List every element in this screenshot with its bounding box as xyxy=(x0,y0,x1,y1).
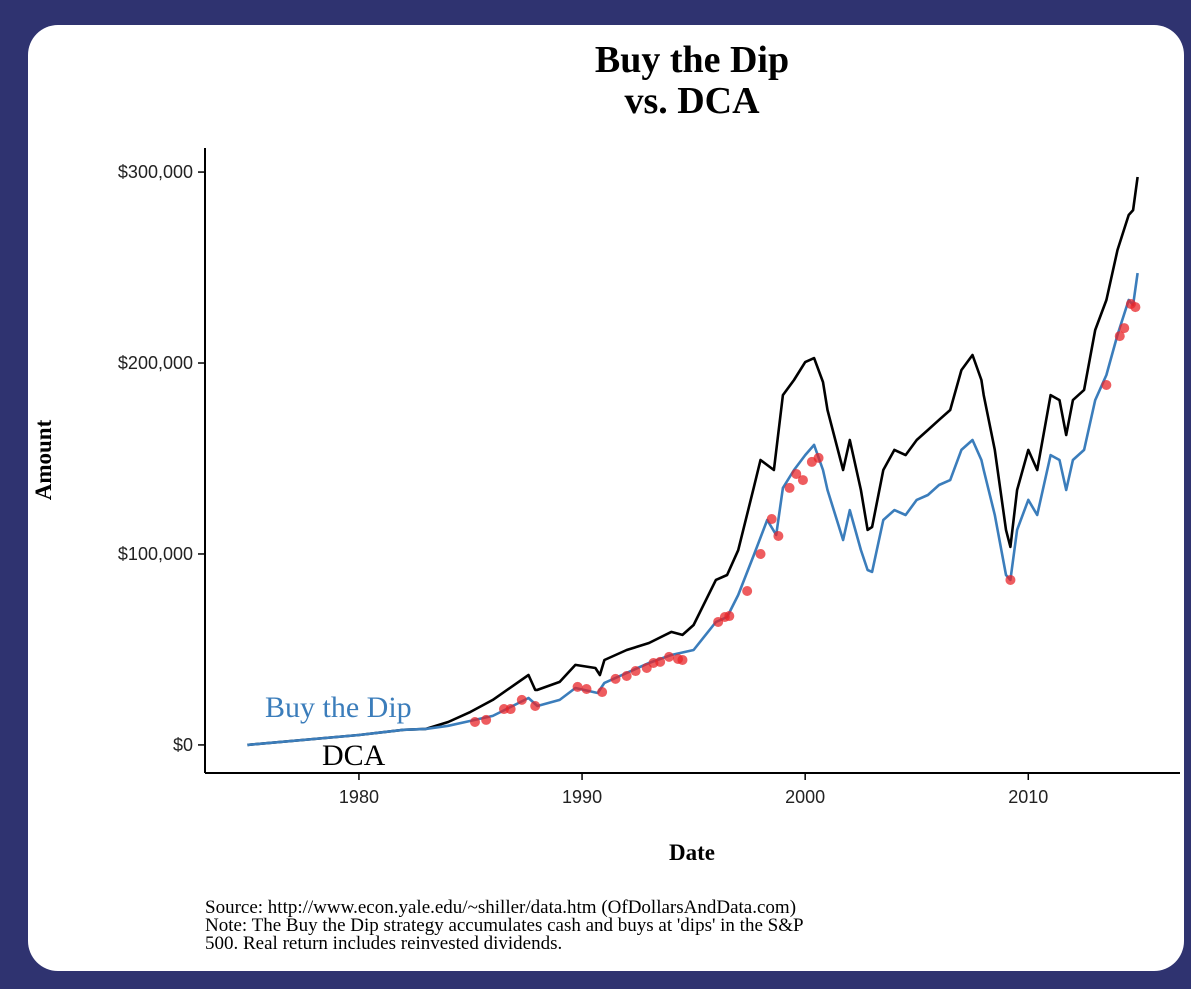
y-tick-label: $0 xyxy=(173,735,193,755)
chart-title: vs. DCA xyxy=(624,80,760,122)
chart-title: Buy the Dip xyxy=(595,39,789,81)
dip-point xyxy=(630,666,641,677)
dip-point xyxy=(597,687,608,698)
dip-point xyxy=(1101,379,1112,390)
dip-point xyxy=(655,656,666,667)
dip-point xyxy=(516,694,527,705)
dip-point xyxy=(755,548,766,559)
dip-point xyxy=(481,714,492,725)
series-line xyxy=(247,176,1139,747)
dip-point xyxy=(791,468,802,479)
dip-point xyxy=(1130,302,1141,313)
dip-point xyxy=(505,704,516,715)
dip-point xyxy=(742,586,753,597)
x-tick-label: 2010 xyxy=(1008,787,1048,807)
dip-point xyxy=(773,531,784,542)
y-tick-label: $100,000 xyxy=(118,544,193,564)
dip-point xyxy=(1114,331,1125,342)
dip-point xyxy=(677,654,688,665)
dip-point xyxy=(1119,323,1130,334)
dip-point xyxy=(621,670,632,681)
dip-point xyxy=(530,700,541,711)
x-tick-label: 2000 xyxy=(785,787,825,807)
caption: 500. Real return includes reinvested div… xyxy=(205,933,562,954)
dip-point xyxy=(797,475,808,486)
dip-point xyxy=(813,452,824,463)
x-axis-label: Date xyxy=(669,840,715,865)
series-label: Buy the Dip xyxy=(265,691,412,724)
dip-point xyxy=(724,611,735,622)
dip-point xyxy=(1005,574,1016,585)
series-label: DCA xyxy=(322,739,386,772)
dip-point xyxy=(469,717,480,728)
dip-point xyxy=(664,651,675,662)
dip-point xyxy=(610,673,621,684)
x-tick-label: 1990 xyxy=(562,787,602,807)
dip-point xyxy=(572,681,583,692)
caption: Note: The Buy the Dip strategy accumulat… xyxy=(205,915,804,936)
x-tick-label: 1980 xyxy=(339,787,379,807)
caption: Source: http://www.econ.yale.edu/~shille… xyxy=(205,897,796,918)
y-tick-label: $300,000 xyxy=(118,162,193,182)
y-axis-label: Amount xyxy=(31,419,56,500)
y-tick-label: $200,000 xyxy=(118,353,193,373)
dip-point xyxy=(581,683,592,694)
dip-point xyxy=(766,514,777,525)
panel xyxy=(28,25,1184,971)
dip-point xyxy=(784,482,795,493)
